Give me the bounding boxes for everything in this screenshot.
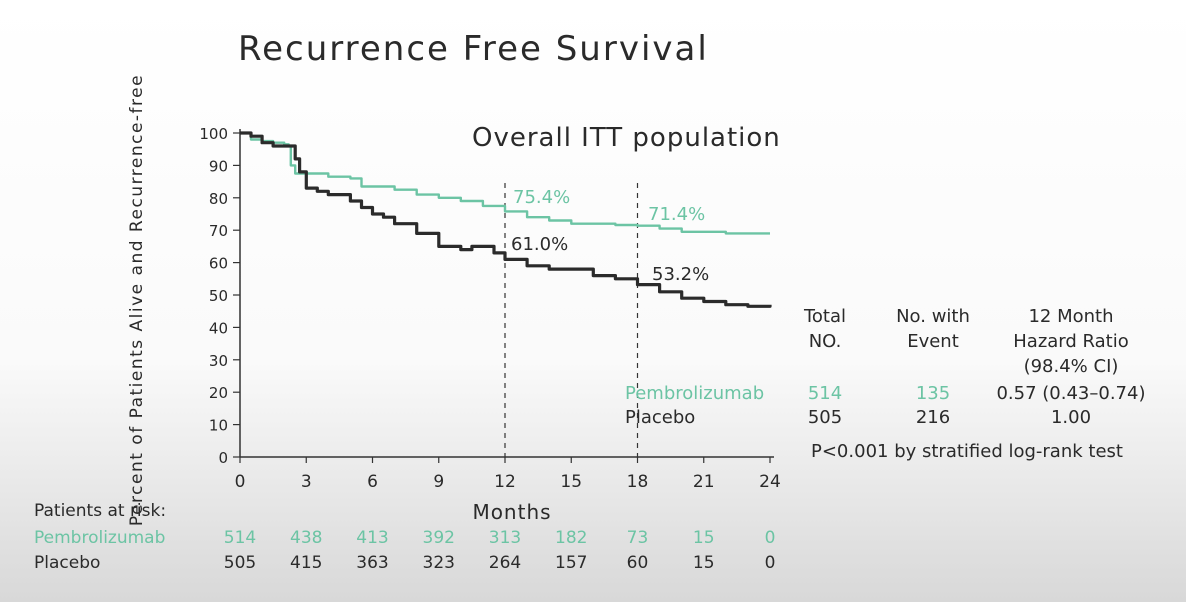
page-title: Recurrence Free Survival [238, 29, 709, 69]
series-layer [240, 131, 772, 308]
summary-row-total: 514 [808, 383, 842, 404]
summary-header: 12 Month [1028, 306, 1113, 327]
y-tick-label: 80 [209, 190, 228, 208]
x-tick-label: 24 [759, 472, 781, 492]
annotation-layer: 75.4% 61.0% 71.4% 53.2% [511, 187, 709, 285]
reference-lines [504, 183, 639, 461]
risk-value: 505 [224, 553, 256, 573]
summary-row-events: 216 [916, 407, 950, 428]
summary-row-total: 505 [808, 407, 842, 428]
series-line-pembrolizumab [240, 131, 770, 235]
risk-value: 313 [489, 528, 521, 548]
annotation-label: 71.4% [648, 204, 705, 225]
risk-value: 415 [290, 553, 322, 573]
risk-row-name: Placebo [34, 553, 100, 573]
x-axis-label: Months [472, 500, 551, 524]
summary-header: NO. [809, 331, 842, 352]
series-line-placebo [240, 131, 772, 308]
risk-value: 15 [693, 553, 715, 573]
annotation-label: 61.0% [511, 234, 568, 255]
y-tick-label: 30 [209, 352, 228, 370]
y-tick-label: 100 [199, 125, 228, 143]
risk-value: 264 [489, 553, 521, 573]
risk-value: 323 [423, 553, 455, 573]
x-tick-label: 0 [235, 472, 246, 492]
summary-row-hr: 0.57 (0.43–0.74) [996, 383, 1145, 404]
y-tick-label: 0 [218, 449, 228, 467]
summary-row-name: Pembrolizumab [625, 383, 764, 404]
summary-header: Total [803, 306, 846, 327]
risk-table-label: Patients at risk: [34, 501, 166, 521]
x-tick-label: 18 [627, 472, 649, 492]
risk-value: 438 [290, 528, 322, 548]
summary-header: No. with [896, 306, 970, 327]
risk-value: 15 [693, 528, 715, 548]
risk-value: 157 [555, 553, 587, 573]
summary-row-hr: 1.00 [1051, 407, 1091, 428]
risk-value: 514 [224, 528, 256, 548]
y-tick-label: 60 [209, 255, 228, 273]
risk-value: 60 [627, 553, 649, 573]
summary-header: Hazard Ratio [1013, 331, 1129, 352]
x-tick-label: 12 [494, 472, 516, 492]
risk-value: 392 [423, 528, 455, 548]
risk-table: Patients at risk: Pembrolizumab 514 438 413 3… [34, 501, 775, 573]
chart-title: Overall ITT population [472, 123, 781, 153]
summary-row-name: Placebo [625, 407, 695, 428]
risk-value: 0 [765, 528, 776, 548]
summary-header: (98.4% CI) [1024, 356, 1119, 377]
summary-table: Total NO. No. with Event 12 Month Hazard Rati… [625, 306, 1146, 462]
risk-row-name: Pembrolizumab [34, 528, 165, 548]
y-tick-label: 20 [209, 384, 228, 402]
summary-header: Event [907, 331, 959, 352]
annotation-label: 53.2% [652, 264, 709, 285]
x-tick-label: 21 [693, 472, 715, 492]
x-tick-label: 3 [301, 472, 312, 492]
risk-value: 363 [356, 553, 388, 573]
x-tick-label: 9 [433, 472, 444, 492]
y-tick-label: 10 [209, 417, 228, 435]
risk-value: 413 [356, 528, 388, 548]
y-tick-label: 70 [209, 222, 228, 240]
annotation-label: 75.4% [513, 187, 570, 208]
risk-value: 0 [765, 553, 776, 573]
y-tick-label: 90 [209, 157, 228, 175]
risk-value: 73 [627, 528, 649, 548]
summary-row-events: 135 [916, 383, 950, 404]
axes: 0 10 20 30 40 50 60 70 80 90 100 0 3 6 9 12 15 18 21 24 [199, 125, 780, 492]
risk-value: 182 [555, 528, 587, 548]
x-tick-label: 6 [367, 472, 378, 492]
x-tick-label: 15 [560, 472, 582, 492]
y-axis-label: Percent of Patients Alive and Recurrence… [127, 74, 147, 526]
summary-footnote: P<0.001 by stratified log-rank test [811, 441, 1123, 462]
y-tick-label: 50 [209, 287, 228, 305]
y-tick-label: 40 [209, 319, 228, 337]
